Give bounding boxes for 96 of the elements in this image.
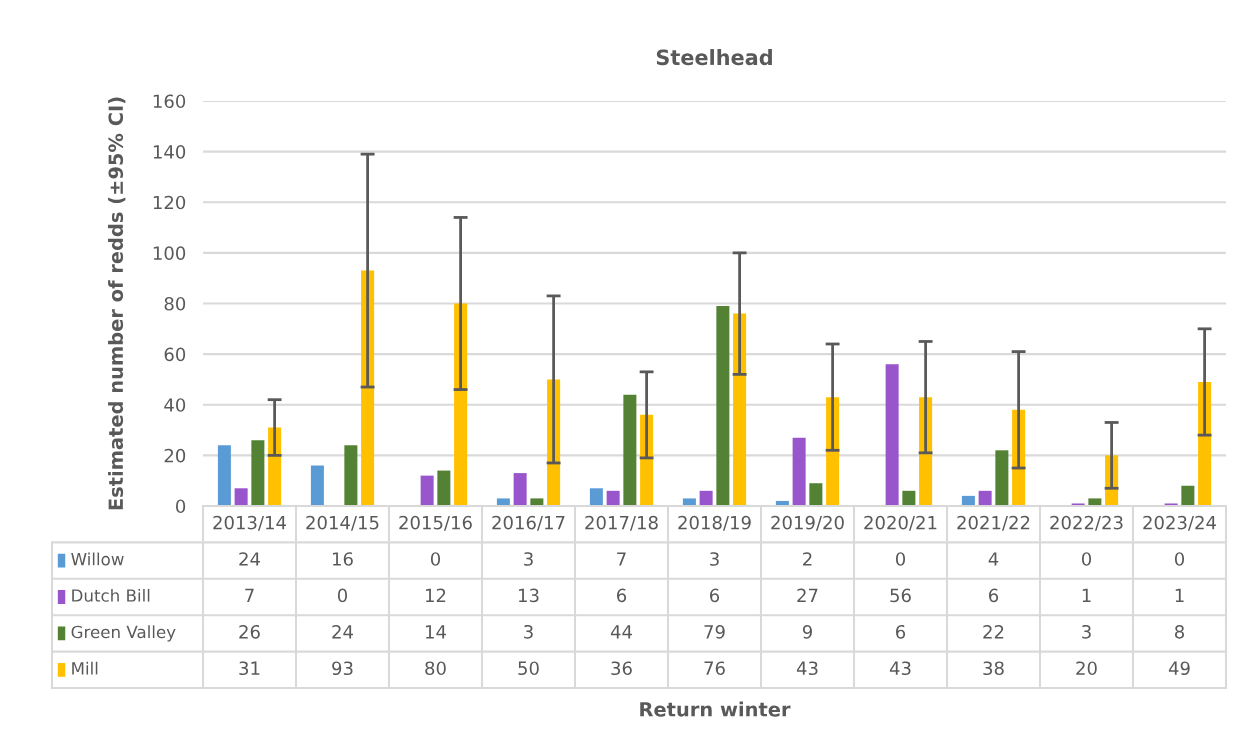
x-tick-label: 2016/17 (492, 515, 565, 531)
x-tick-label: 2021/22 (957, 515, 1030, 531)
bar (420, 475, 434, 506)
bar (496, 498, 510, 506)
x-tick-label: 2023/24 (1143, 515, 1216, 531)
chart-title: Steelhead (656, 49, 772, 66)
data-label: 0 (1081, 552, 1092, 566)
bar (995, 450, 1009, 506)
bar (885, 364, 899, 506)
y-tick-label: 120 (153, 195, 186, 210)
bar (606, 490, 620, 506)
data-label: 24 (332, 624, 353, 639)
data-label: 0 (337, 588, 348, 603)
data-label: 31 (239, 661, 260, 676)
data-label: 76 (704, 661, 725, 676)
bar (589, 488, 603, 506)
bar (217, 445, 231, 506)
y-tick-label: 60 (164, 347, 186, 362)
y-tick-label: 100 (153, 246, 186, 260)
text: Return winter (640, 701, 791, 717)
y-tick-label: 80 (164, 296, 186, 311)
data-label: 7 (245, 588, 254, 602)
data-label: 6 (710, 588, 720, 603)
data-label: 8 (1174, 624, 1185, 639)
bar (716, 306, 730, 506)
x-tick-label: 2020/21 (864, 515, 937, 531)
data-label: 26 (239, 624, 260, 639)
bar (310, 465, 324, 506)
x-tick-label: 2018/19 (678, 515, 751, 531)
data-label: 3 (710, 552, 719, 566)
data-label: 0 (430, 552, 441, 566)
data-label: 9 (802, 624, 812, 639)
data-label: 1 (1082, 588, 1091, 602)
x-tick-label: 2017/18 (585, 515, 658, 531)
data-label: 38 (983, 661, 1004, 676)
data-label: 6 (989, 588, 999, 603)
y-tick-label: 20 (164, 448, 186, 463)
bar (513, 473, 527, 506)
data-label: 56 (890, 588, 911, 603)
data-label: 22 (983, 624, 1004, 639)
data-label: 0 (895, 552, 906, 566)
data-label: 14 (426, 625, 446, 639)
data-label: 20 (1076, 661, 1097, 676)
bar (344, 445, 358, 506)
legend-label: Dutch Bill (72, 588, 150, 602)
bar (530, 498, 544, 506)
data-label: 0 (1174, 552, 1185, 566)
data-label: 13 (519, 588, 539, 603)
data-label: 3 (1082, 624, 1091, 639)
data-label: 2 (803, 552, 812, 566)
data-label: 43 (796, 661, 818, 676)
data-label: 3 (524, 552, 533, 566)
bar (902, 490, 916, 506)
data-label: 79 (704, 624, 725, 639)
data-label: 24 (239, 552, 260, 566)
data-label: 80 (425, 661, 446, 676)
x-tick-label: 2022/23 (1050, 515, 1123, 531)
y-tick-label: 0 (176, 499, 186, 514)
data-label: 1 (1175, 588, 1184, 602)
data-label: 36 (611, 661, 632, 676)
data-label: 50 (518, 661, 539, 676)
legend-label: Mill (72, 661, 98, 675)
data-label: 4 (988, 552, 999, 566)
data-label: 43 (889, 661, 911, 676)
data-label: 49 (1168, 661, 1190, 676)
bar (699, 490, 713, 506)
data-label: 27 (797, 588, 818, 602)
legend-label: Willow (71, 552, 124, 566)
x-tick-label: 2013/14 (213, 515, 286, 531)
bar (809, 483, 823, 506)
y-tick-label: 40 (164, 398, 186, 412)
bar (978, 490, 992, 506)
y-tick-label: 140 (153, 145, 186, 159)
data-label: 6 (896, 624, 906, 639)
bar (437, 470, 451, 506)
bar (1088, 498, 1102, 506)
data-label: 3 (524, 624, 533, 639)
bar (623, 394, 637, 506)
bar (251, 440, 265, 506)
bar (792, 437, 806, 506)
data-label: 7 (617, 552, 626, 566)
bar (682, 498, 696, 506)
data-label: 44 (610, 625, 632, 639)
data-label: 93 (332, 661, 353, 676)
x-tick-label: 2015/16 (399, 515, 472, 531)
legend-label: Green Valley (71, 625, 176, 642)
y-tick-label: 160 (153, 94, 186, 109)
data-label: 16 (333, 552, 353, 566)
bar (1181, 485, 1195, 506)
data-label: 12 (426, 588, 446, 602)
x-tick-label: 2019/20 (771, 515, 844, 531)
x-tick-label: 2014/15 (306, 515, 379, 531)
bar (733, 313, 747, 506)
data-label: 6 (617, 588, 627, 603)
bar (234, 488, 248, 506)
y-axis-title: Estimated number of redds (±95% CI) (108, 97, 126, 510)
